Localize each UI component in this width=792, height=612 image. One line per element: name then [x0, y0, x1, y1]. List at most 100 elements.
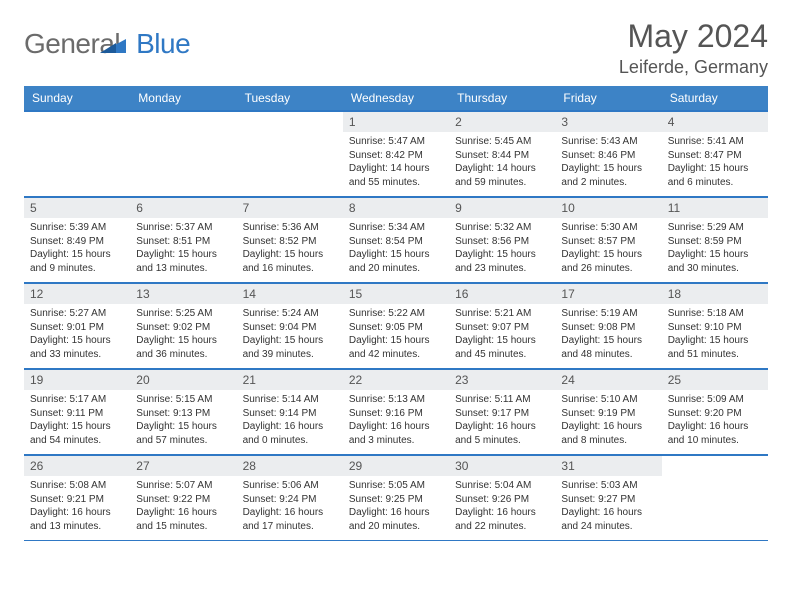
day-number: 9: [449, 197, 555, 218]
day-number: 3: [555, 111, 661, 132]
title-block: May 2024 Leiferde, Germany: [619, 18, 768, 78]
month-title: May 2024: [619, 18, 768, 55]
calendar-cell: 12Sunrise: 5:27 AMSunset: 9:01 PMDayligh…: [24, 283, 130, 369]
day-details: Sunrise: 5:39 AMSunset: 8:49 PMDaylight:…: [24, 218, 130, 281]
day-number: 19: [24, 369, 130, 390]
brand-second: Blue: [136, 28, 190, 60]
day-number: 6: [130, 197, 236, 218]
day-number: 8: [343, 197, 449, 218]
day-details: Sunrise: 5:41 AMSunset: 8:47 PMDaylight:…: [662, 132, 768, 195]
calendar-cell: 20Sunrise: 5:15 AMSunset: 9:13 PMDayligh…: [130, 369, 236, 455]
day-number: 4: [662, 111, 768, 132]
day-number: 2: [449, 111, 555, 132]
calendar-cell: 3Sunrise: 5:43 AMSunset: 8:46 PMDaylight…: [555, 111, 661, 197]
day-details: Sunrise: 5:21 AMSunset: 9:07 PMDaylight:…: [449, 304, 555, 367]
day-number-empty: [130, 111, 236, 132]
day-number: 27: [130, 455, 236, 476]
weekday-header: Friday: [555, 86, 661, 111]
day-number-empty: [237, 111, 343, 132]
day-number: 24: [555, 369, 661, 390]
day-details: Sunrise: 5:36 AMSunset: 8:52 PMDaylight:…: [237, 218, 343, 281]
day-details: Sunrise: 5:19 AMSunset: 9:08 PMDaylight:…: [555, 304, 661, 367]
calendar-row: 12Sunrise: 5:27 AMSunset: 9:01 PMDayligh…: [24, 283, 768, 369]
calendar-row: 5Sunrise: 5:39 AMSunset: 8:49 PMDaylight…: [24, 197, 768, 283]
day-number: 26: [24, 455, 130, 476]
day-details: Sunrise: 5:17 AMSunset: 9:11 PMDaylight:…: [24, 390, 130, 453]
day-details: Sunrise: 5:15 AMSunset: 9:13 PMDaylight:…: [130, 390, 236, 453]
day-details: Sunrise: 5:24 AMSunset: 9:04 PMDaylight:…: [237, 304, 343, 367]
day-details: Sunrise: 5:05 AMSunset: 9:25 PMDaylight:…: [343, 476, 449, 539]
calendar-cell: 18Sunrise: 5:18 AMSunset: 9:10 PMDayligh…: [662, 283, 768, 369]
calendar-cell: 15Sunrise: 5:22 AMSunset: 9:05 PMDayligh…: [343, 283, 449, 369]
day-details: Sunrise: 5:34 AMSunset: 8:54 PMDaylight:…: [343, 218, 449, 281]
calendar-cell: 31Sunrise: 5:03 AMSunset: 9:27 PMDayligh…: [555, 455, 661, 541]
day-number: 7: [237, 197, 343, 218]
calendar-cell: 11Sunrise: 5:29 AMSunset: 8:59 PMDayligh…: [662, 197, 768, 283]
weekday-header: Saturday: [662, 86, 768, 111]
weekday-header: Wednesday: [343, 86, 449, 111]
brand-triangle-icon: [100, 35, 126, 58]
day-number: 30: [449, 455, 555, 476]
day-details: Sunrise: 5:43 AMSunset: 8:46 PMDaylight:…: [555, 132, 661, 195]
weekday-header: Sunday: [24, 86, 130, 111]
calendar-cell: 7Sunrise: 5:36 AMSunset: 8:52 PMDaylight…: [237, 197, 343, 283]
weekday-header: Thursday: [449, 86, 555, 111]
day-details: Sunrise: 5:25 AMSunset: 9:02 PMDaylight:…: [130, 304, 236, 367]
calendar-cell: 22Sunrise: 5:13 AMSunset: 9:16 PMDayligh…: [343, 369, 449, 455]
calendar-cell: 4Sunrise: 5:41 AMSunset: 8:47 PMDaylight…: [662, 111, 768, 197]
calendar-cell: 5Sunrise: 5:39 AMSunset: 8:49 PMDaylight…: [24, 197, 130, 283]
day-number: 29: [343, 455, 449, 476]
day-details: Sunrise: 5:32 AMSunset: 8:56 PMDaylight:…: [449, 218, 555, 281]
calendar-cell: 24Sunrise: 5:10 AMSunset: 9:19 PMDayligh…: [555, 369, 661, 455]
calendar-cell: 8Sunrise: 5:34 AMSunset: 8:54 PMDaylight…: [343, 197, 449, 283]
calendar-cell: 6Sunrise: 5:37 AMSunset: 8:51 PMDaylight…: [130, 197, 236, 283]
day-details: Sunrise: 5:30 AMSunset: 8:57 PMDaylight:…: [555, 218, 661, 281]
day-number: 10: [555, 197, 661, 218]
day-details: Sunrise: 5:08 AMSunset: 9:21 PMDaylight:…: [24, 476, 130, 539]
calendar-body: 1Sunrise: 5:47 AMSunset: 8:42 PMDaylight…: [24, 111, 768, 541]
calendar-cell: 27Sunrise: 5:07 AMSunset: 9:22 PMDayligh…: [130, 455, 236, 541]
calendar-cell: 19Sunrise: 5:17 AMSunset: 9:11 PMDayligh…: [24, 369, 130, 455]
calendar-cell: 23Sunrise: 5:11 AMSunset: 9:17 PMDayligh…: [449, 369, 555, 455]
day-number: 17: [555, 283, 661, 304]
weekday-row: SundayMondayTuesdayWednesdayThursdayFrid…: [24, 86, 768, 111]
day-number: 31: [555, 455, 661, 476]
day-details: Sunrise: 5:37 AMSunset: 8:51 PMDaylight:…: [130, 218, 236, 281]
day-number: 22: [343, 369, 449, 390]
calendar-cell: [24, 111, 130, 197]
day-number: 14: [237, 283, 343, 304]
day-number: 18: [662, 283, 768, 304]
brand-logo: General Blue: [24, 28, 190, 76]
day-number: 15: [343, 283, 449, 304]
calendar-cell: [237, 111, 343, 197]
day-details: Sunrise: 5:14 AMSunset: 9:14 PMDaylight:…: [237, 390, 343, 453]
calendar-table: SundayMondayTuesdayWednesdayThursdayFrid…: [24, 86, 768, 541]
day-details: Sunrise: 5:27 AMSunset: 9:01 PMDaylight:…: [24, 304, 130, 367]
day-details: Sunrise: 5:47 AMSunset: 8:42 PMDaylight:…: [343, 132, 449, 195]
day-details: Sunrise: 5:13 AMSunset: 9:16 PMDaylight:…: [343, 390, 449, 453]
day-number: 16: [449, 283, 555, 304]
calendar-cell: 17Sunrise: 5:19 AMSunset: 9:08 PMDayligh…: [555, 283, 661, 369]
calendar-cell: 25Sunrise: 5:09 AMSunset: 9:20 PMDayligh…: [662, 369, 768, 455]
day-details: Sunrise: 5:18 AMSunset: 9:10 PMDaylight:…: [662, 304, 768, 367]
calendar-cell: 26Sunrise: 5:08 AMSunset: 9:21 PMDayligh…: [24, 455, 130, 541]
calendar-cell: 2Sunrise: 5:45 AMSunset: 8:44 PMDaylight…: [449, 111, 555, 197]
day-number: 1: [343, 111, 449, 132]
day-number: 13: [130, 283, 236, 304]
calendar-cell: [662, 455, 768, 541]
day-details: Sunrise: 5:07 AMSunset: 9:22 PMDaylight:…: [130, 476, 236, 539]
weekday-header: Tuesday: [237, 86, 343, 111]
day-number-empty: [662, 455, 768, 476]
weekday-header: Monday: [130, 86, 236, 111]
day-number-empty: [24, 111, 130, 132]
calendar-cell: 16Sunrise: 5:21 AMSunset: 9:07 PMDayligh…: [449, 283, 555, 369]
day-number: 20: [130, 369, 236, 390]
calendar-cell: 30Sunrise: 5:04 AMSunset: 9:26 PMDayligh…: [449, 455, 555, 541]
calendar-cell: 13Sunrise: 5:25 AMSunset: 9:02 PMDayligh…: [130, 283, 236, 369]
calendar-cell: 10Sunrise: 5:30 AMSunset: 8:57 PMDayligh…: [555, 197, 661, 283]
calendar-cell: 29Sunrise: 5:05 AMSunset: 9:25 PMDayligh…: [343, 455, 449, 541]
day-number: 5: [24, 197, 130, 218]
calendar-cell: 1Sunrise: 5:47 AMSunset: 8:42 PMDaylight…: [343, 111, 449, 197]
day-number: 23: [449, 369, 555, 390]
calendar-row: 1Sunrise: 5:47 AMSunset: 8:42 PMDaylight…: [24, 111, 768, 197]
